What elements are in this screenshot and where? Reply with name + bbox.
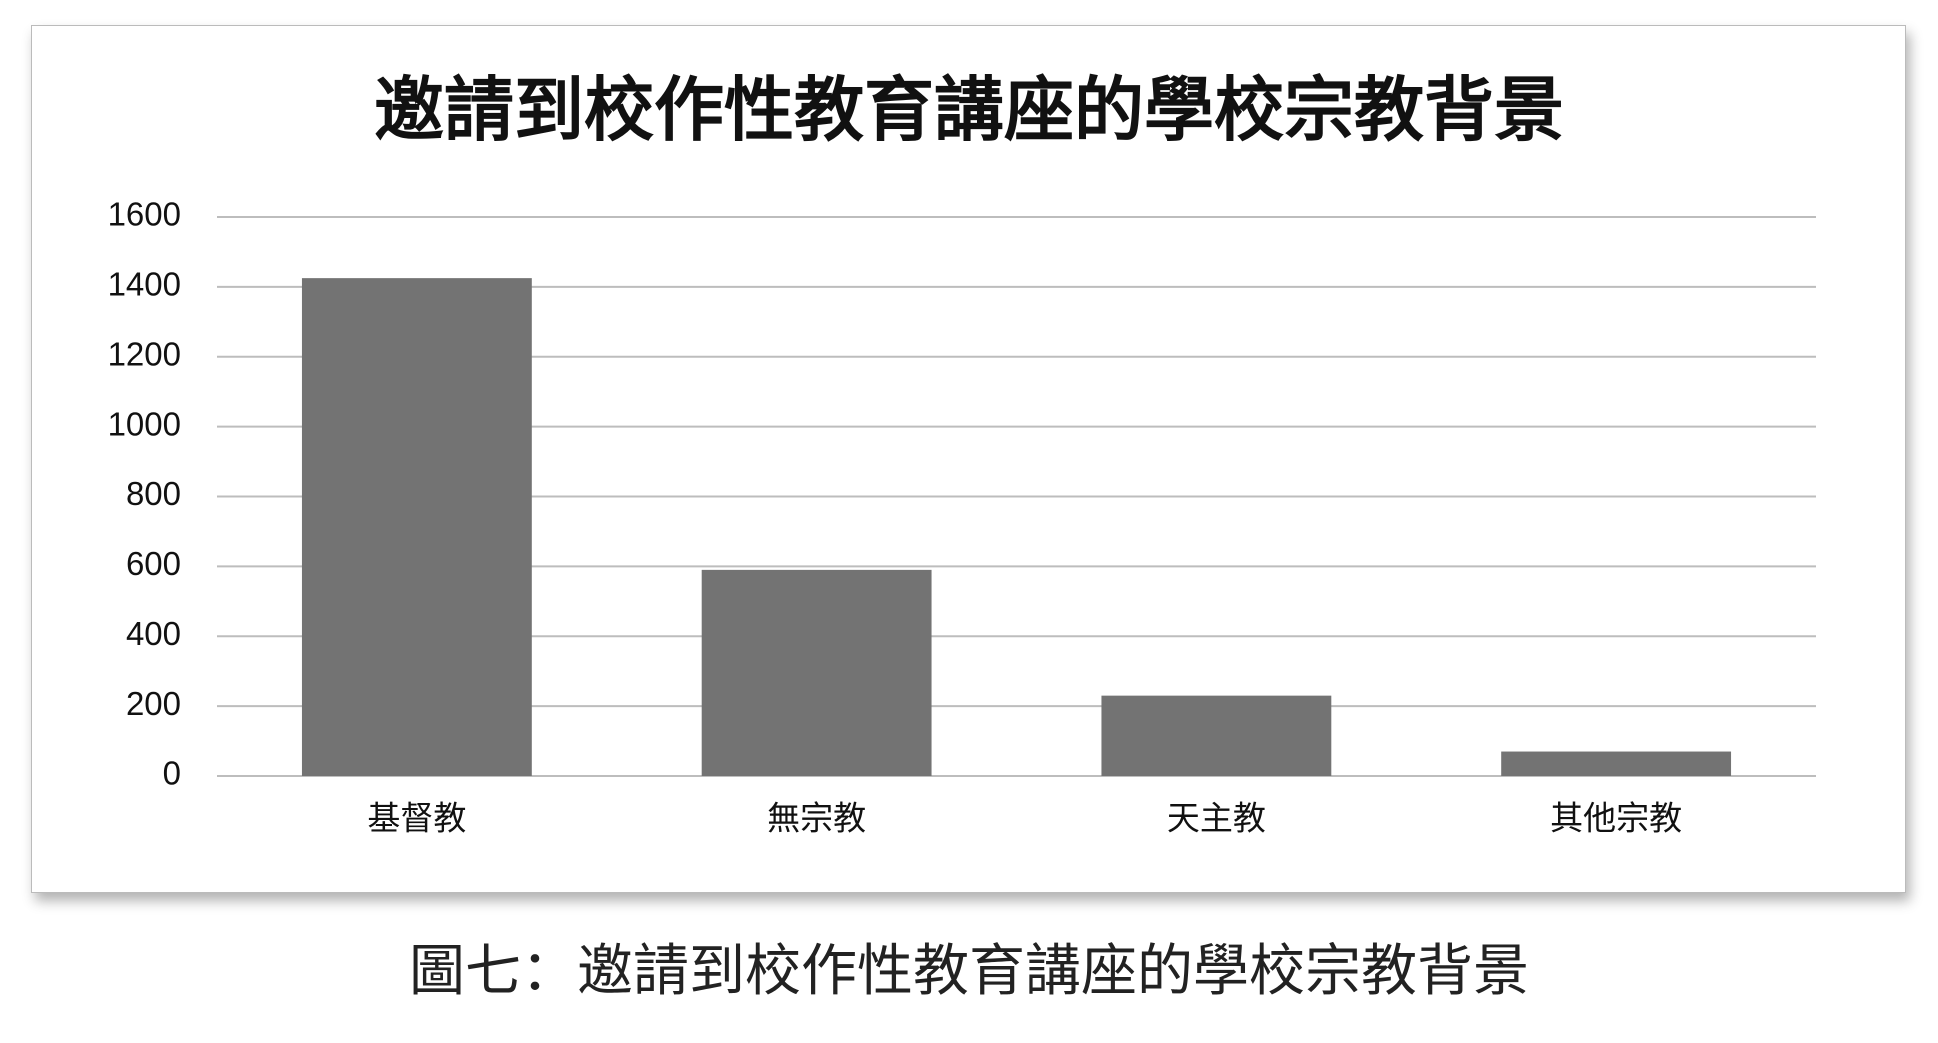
caption: 圖七：邀請到校作性教育講座的學校宗教背景 <box>409 939 1529 1002</box>
y-tick-label: 200 <box>126 685 181 722</box>
bar <box>301 278 532 776</box>
bar <box>1101 695 1332 776</box>
chart-title: 邀請到校作性教育講座的學校宗教背景 <box>374 72 1564 150</box>
x-tick-label: 基督教 <box>367 800 466 837</box>
bar <box>701 569 932 776</box>
y-tick-label: 800 <box>126 475 181 512</box>
bar <box>1501 751 1732 776</box>
y-tick-label: 1200 <box>108 335 181 372</box>
x-tick-label: 天主教 <box>1167 800 1266 837</box>
y-tick-label: 1000 <box>108 405 181 442</box>
y-tick-label: 0 <box>163 755 181 792</box>
y-tick-label: 600 <box>126 545 181 582</box>
y-tick-label: 400 <box>126 615 181 652</box>
x-tick-label: 無宗教 <box>767 800 866 837</box>
x-tick-label: 其他宗教 <box>1550 800 1682 837</box>
y-tick-label: 1400 <box>108 266 181 303</box>
y-tick-label: 1600 <box>108 196 181 233</box>
